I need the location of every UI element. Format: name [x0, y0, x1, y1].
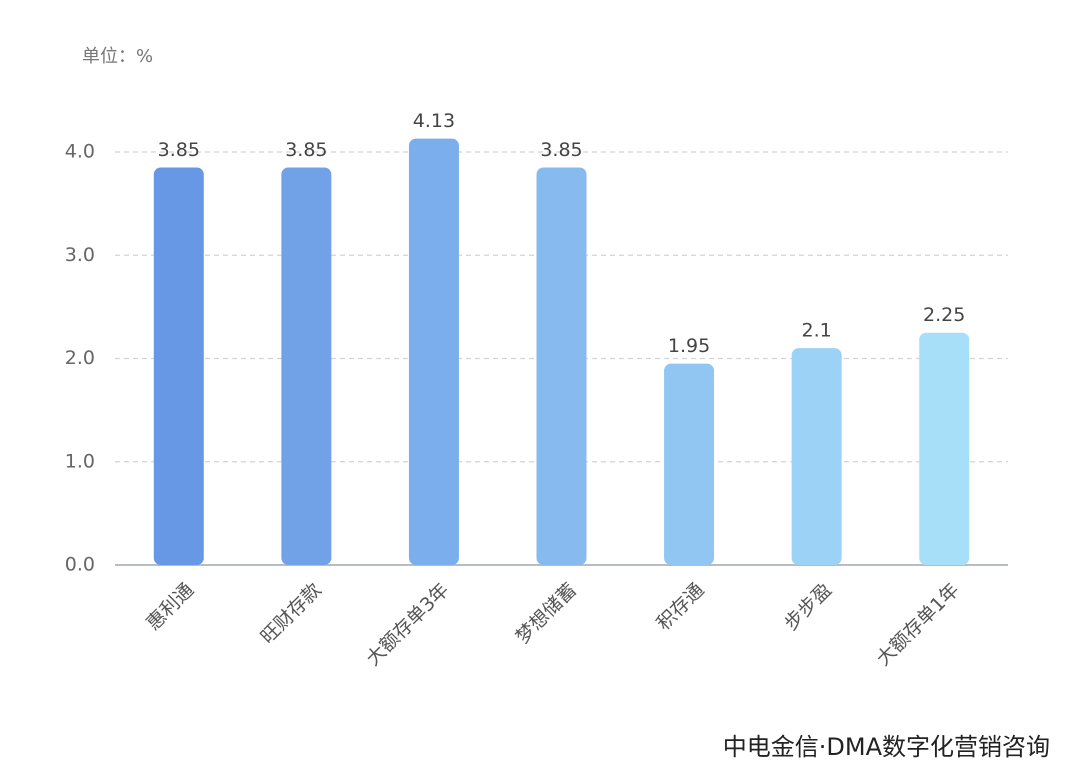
y-tick-label: 0.0 [65, 554, 95, 576]
y-tick-label: 4.0 [65, 141, 95, 163]
value-label: 2.25 [923, 304, 965, 326]
value-label: 3.85 [540, 139, 582, 161]
value-label: 3.85 [158, 139, 200, 161]
bar [664, 363, 715, 565]
bar [919, 332, 970, 565]
value-label: 1.95 [668, 335, 710, 357]
bar [153, 167, 204, 566]
bar [791, 348, 842, 565]
x-tick-label: 旺财存款 [256, 579, 325, 648]
value-label: 4.13 [413, 110, 455, 132]
x-tick-label: 步步盈 [780, 579, 836, 635]
unit-label: 单位：% [82, 46, 153, 67]
x-tick-label: 大额存单3年 [362, 579, 453, 670]
x-tick-label: 梦想储蓄 [512, 579, 581, 648]
y-tick-label: 1.0 [65, 450, 95, 472]
x-tick-label: 大额存单1年 [872, 579, 963, 670]
x-tick-label: 积存通 [653, 579, 709, 635]
value-label: 3.85 [285, 139, 327, 161]
bar [408, 138, 459, 565]
x-tick-label: 惠利通 [142, 579, 198, 635]
bar [536, 167, 587, 566]
value-label: 2.1 [802, 320, 832, 342]
bar [281, 167, 332, 566]
y-tick-label: 2.0 [65, 347, 95, 369]
y-tick-label: 3.0 [65, 244, 95, 266]
source: 中电金信·DMA数字化营销咨询 [723, 733, 1050, 761]
